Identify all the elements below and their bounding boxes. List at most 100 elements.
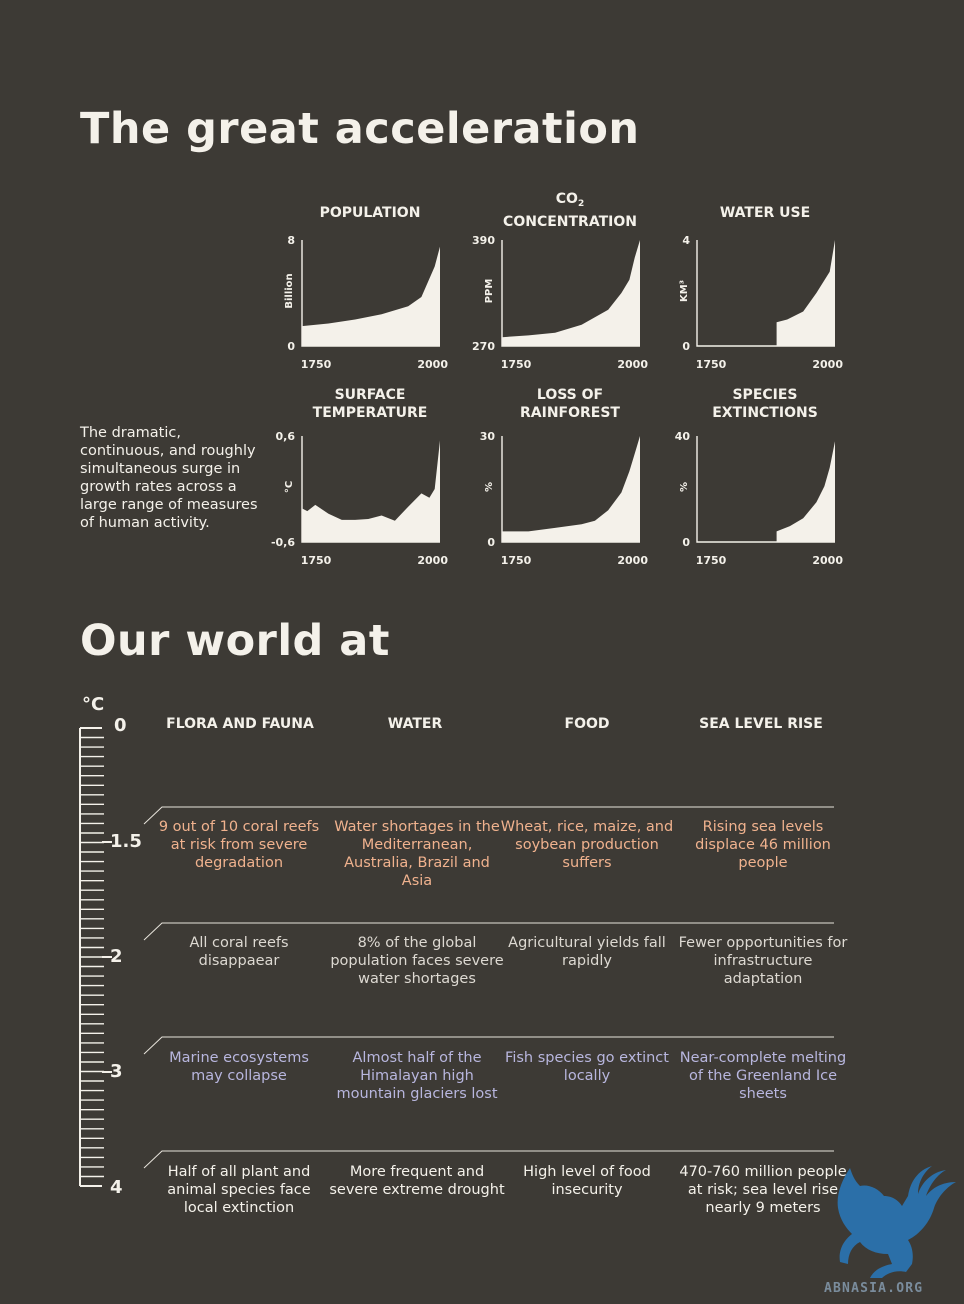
x-tick-label-start: 1750 bbox=[696, 554, 727, 567]
y-tick-label-bottom: 0 bbox=[287, 340, 295, 353]
chart-axes bbox=[696, 436, 835, 543]
y-tick-label-bottom: 270 bbox=[472, 340, 495, 353]
y-axis-label: PPM bbox=[484, 279, 495, 304]
y-tick-label-top: 390 bbox=[472, 234, 495, 247]
row-divider-1-5 bbox=[143, 806, 834, 825]
scale-label-4: 4 bbox=[110, 1177, 123, 1198]
y-tick-label-bottom: -0,6 bbox=[271, 536, 295, 549]
watermark-text: ABNASIA.ORG bbox=[824, 1281, 923, 1296]
cell-1-5-food: Wheat, rice, maize, and soybean producti… bbox=[500, 819, 674, 871]
cell-1-5-flora: 9 out of 10 coral reefs at risk from sev… bbox=[158, 819, 320, 871]
row-dividers bbox=[143, 806, 834, 1169]
cell-4-food: High level of food insecurity bbox=[523, 1164, 651, 1198]
x-tick-label-end: 2000 bbox=[617, 554, 648, 567]
description: The dramatic, continuous, and roughly si… bbox=[80, 425, 258, 531]
scale-label-2: 2 bbox=[110, 946, 123, 967]
cell-2-water: 8% of the global population faces severe… bbox=[330, 935, 504, 987]
cell-4-flora: Half of all plant and animal species fac… bbox=[167, 1164, 311, 1216]
y-tick-label-bottom: 0 bbox=[682, 340, 690, 353]
chart-title: SPECIES EXTINCTIONS bbox=[665, 386, 865, 422]
chart-area bbox=[502, 240, 640, 346]
y-axis-label: KM³ bbox=[679, 280, 690, 302]
cell-3-food: Fish species go extinct locally bbox=[505, 1050, 669, 1084]
scale-label-0: 0 bbox=[114, 715, 127, 736]
y-tick-label-top: 0,6 bbox=[276, 430, 296, 443]
chart-title-line1: CO2 bbox=[555, 191, 585, 209]
row-divider-4 bbox=[143, 1150, 834, 1169]
chart-title-line2: RAINFOREST bbox=[520, 405, 620, 421]
cell-2-sea-level: Fewer opportunities for infrastructure a… bbox=[678, 935, 848, 987]
chart-plot: 30 0 1750 2000% bbox=[480, 430, 649, 567]
chart-title-line2: EXTINCTIONS bbox=[712, 405, 818, 421]
chart-plot: 4 0 1750 2000 KM³ bbox=[679, 234, 843, 371]
y-axis-label: Billion bbox=[284, 273, 295, 308]
chart-3: SURFACE TEMPERATURE 0,6 -0,6 1750 2000 °C bbox=[270, 386, 470, 576]
x-tick-label-start: 1750 bbox=[501, 358, 532, 371]
chart-area bbox=[302, 440, 440, 542]
chart-4: LOSS OF RAINFOREST 30 0 1750 2000% bbox=[470, 386, 670, 576]
chart-axes bbox=[501, 240, 640, 347]
y-axis-label: % bbox=[484, 482, 495, 492]
cell-2-food: Agricultural yields fall rapidly bbox=[508, 935, 666, 969]
x-tick-label-end: 2000 bbox=[812, 554, 843, 567]
chart-title: CO2 CONCENTRATION bbox=[470, 190, 670, 231]
chart-area bbox=[697, 240, 835, 346]
column-header-flora: FLORA AND FAUNA bbox=[166, 716, 314, 732]
chart-plot: 0,6 -0,6 1750 2000 °C bbox=[271, 430, 448, 567]
column-header-food: FOOD bbox=[564, 716, 610, 732]
griffin-icon bbox=[837, 1166, 956, 1278]
chart-2: WATER USE 4 0 1750 2000 KM³ bbox=[665, 190, 865, 380]
chart-area bbox=[302, 246, 440, 346]
x-tick-label-end: 2000 bbox=[812, 358, 843, 371]
y-tick-label-top: 8 bbox=[287, 234, 295, 247]
cell-1-5-water: Water shortages in the Mediterranean, Au… bbox=[334, 819, 500, 889]
chart-axes bbox=[301, 240, 440, 347]
chart-5: SPECIES EXTINCTIONS 40 0 1750 2000% bbox=[665, 386, 865, 576]
chart-title: LOSS OF RAINFOREST bbox=[470, 386, 670, 422]
x-tick-label-start: 1750 bbox=[501, 554, 532, 567]
chart-plot: 390 270 1750 2000 PPM bbox=[472, 234, 648, 371]
scale-unit: °C bbox=[82, 694, 105, 715]
chart-1: CO2 CONCENTRATION 390 270 1750 2000 PPM bbox=[470, 190, 670, 380]
cell-4-sea-level: 470-760 million people at risk; sea leve… bbox=[679, 1164, 847, 1216]
y-tick-label-top: 30 bbox=[480, 430, 496, 443]
y-tick-label-top: 40 bbox=[675, 430, 691, 443]
column-header-water: WATER bbox=[387, 716, 443, 732]
x-tick-label-start: 1750 bbox=[301, 358, 332, 371]
row-divider-3 bbox=[143, 1036, 834, 1055]
chart-area bbox=[502, 436, 640, 542]
chart-area bbox=[697, 441, 835, 542]
cell-3-water: Almost half of the Himalayan high mounta… bbox=[336, 1050, 498, 1102]
x-tick-label-start: 1750 bbox=[301, 554, 332, 567]
watermark-logo: ABNASIA.ORG bbox=[824, 1166, 956, 1296]
y-axis-label: °C bbox=[284, 481, 295, 493]
cell-4-water: More frequent and severe extreme drought bbox=[329, 1164, 505, 1198]
scale-label-3: 3 bbox=[110, 1061, 123, 1082]
y-axis-label: % bbox=[679, 482, 690, 492]
cell-3-flora: Marine ecosystems may collapse bbox=[169, 1050, 309, 1084]
chart-0: POPULATION 8 0 1750 2000 Billion bbox=[270, 190, 470, 380]
scale-label-1-5: 1.5 bbox=[110, 831, 142, 852]
x-tick-label-start: 1750 bbox=[696, 358, 727, 371]
chart-plot: 40 0 1750 2000% bbox=[675, 430, 844, 567]
column-header-sea-level: SEA LEVEL RISE bbox=[699, 716, 823, 732]
chart-title-subscript: 2 bbox=[577, 199, 585, 209]
y-tick-label-bottom: 0 bbox=[682, 536, 690, 549]
x-tick-label-end: 2000 bbox=[617, 358, 648, 371]
chart-title-line2: POPULATION bbox=[319, 205, 421, 221]
row-divider-2 bbox=[143, 922, 834, 941]
chart-title-line2: WATER USE bbox=[719, 205, 811, 221]
x-tick-label-end: 2000 bbox=[417, 358, 448, 371]
chart-axes bbox=[696, 240, 835, 347]
chart-title-line1: SURFACE bbox=[334, 387, 406, 403]
chart-title: WATER USE bbox=[665, 204, 865, 222]
chart-axes bbox=[301, 436, 440, 543]
chart-title-line1: SPECIES bbox=[732, 387, 798, 403]
cell-1-5-sea-level: Rising sea levels displace 46 million pe… bbox=[695, 819, 831, 871]
section-title: Our world at bbox=[80, 616, 390, 666]
chart-axes bbox=[501, 436, 640, 543]
chart-title: POPULATION bbox=[270, 204, 470, 222]
chart-title-line2: CONCENTRATION bbox=[503, 214, 637, 230]
y-tick-label-top: 4 bbox=[682, 234, 690, 247]
chart-plot: 8 0 1750 2000 Billion bbox=[284, 234, 448, 371]
